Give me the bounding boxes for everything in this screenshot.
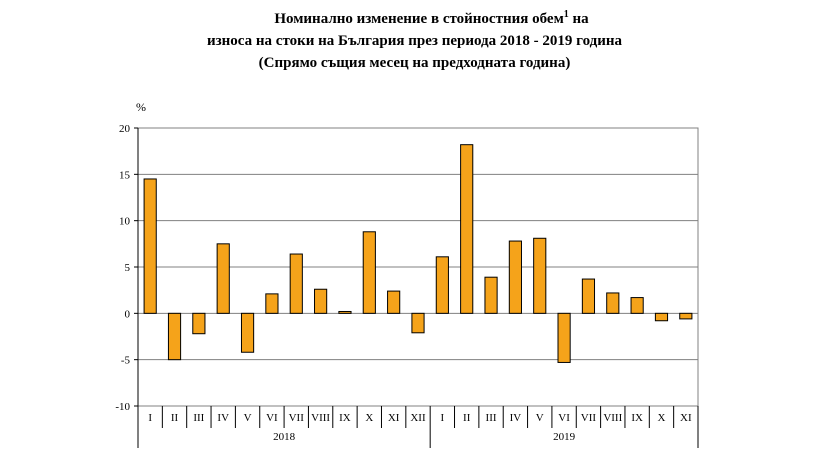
y-tick-label: 10 [119,216,131,228]
bar[interactable] [654,312,669,322]
chart-title-line2: износа на стоки на България през периода… [206,33,623,49]
y-tick-label: 20 [119,123,131,135]
bar[interactable] [289,253,303,314]
bar[interactable] [314,288,328,314]
x-tick-label: IV [510,412,522,424]
y-tick-label: 0 [125,308,131,320]
bar[interactable] [435,256,449,314]
bar[interactable] [338,310,352,314]
x-tick-label: XI [680,412,692,424]
bar[interactable] [484,276,498,314]
bar[interactable] [216,243,230,314]
bar[interactable] [411,312,425,334]
group-label: 2019 [553,431,576,443]
chart-title-line1: Номинално изменение в стойностния обем1 … [274,9,589,28]
x-tick-label: III [193,412,204,424]
bar[interactable] [460,144,474,314]
bar[interactable] [581,278,596,314]
bar[interactable] [167,312,182,361]
bar[interactable] [240,312,255,353]
x-tick-label: II [463,412,471,424]
x-tick-label: VIII [603,412,622,424]
x-tick-label: I [441,412,445,424]
bar[interactable] [557,312,571,363]
x-tick-label: III [486,412,497,424]
x-tick-label: XI [388,412,400,424]
bar[interactable] [533,237,547,314]
y-axis-label: % [136,100,146,114]
x-tick-label: IV [217,412,229,424]
chart-title-line3: (Спрямо същия месец на предходната годин… [258,55,571,71]
y-tick-label: -5 [121,355,131,367]
chart-title: Номинално изменение в стойностния обем1 … [0,8,829,74]
bar[interactable] [508,240,522,314]
bar[interactable] [265,293,279,314]
x-tick-label: XII [410,412,426,424]
x-tick-label: II [171,412,179,424]
bar[interactable] [630,297,644,314]
x-tick-label: IX [631,412,643,424]
x-tick-label: VII [581,412,597,424]
x-tick-label: VI [558,412,570,424]
x-tick-label: X [365,412,373,424]
y-tick-label: 15 [119,169,131,181]
x-tick-label: X [658,412,666,424]
x-tick-label: I [148,412,152,424]
bar[interactable] [679,312,693,320]
x-tick-label: VI [266,412,278,424]
x-tick-label: VII [289,412,305,424]
bar[interactable] [192,312,206,335]
y-tick-label: 5 [125,262,131,274]
x-tick-label: V [244,412,252,424]
group-label: 2018 [273,431,296,443]
bar[interactable] [606,292,620,314]
bar[interactable] [362,231,376,314]
x-tick-label: V [536,412,544,424]
x-tick-label: IX [339,412,351,424]
x-tick-label: VIII [311,412,330,424]
bar[interactable] [143,178,157,314]
y-tick-label: -10 [115,401,130,413]
bar[interactable] [387,290,401,314]
